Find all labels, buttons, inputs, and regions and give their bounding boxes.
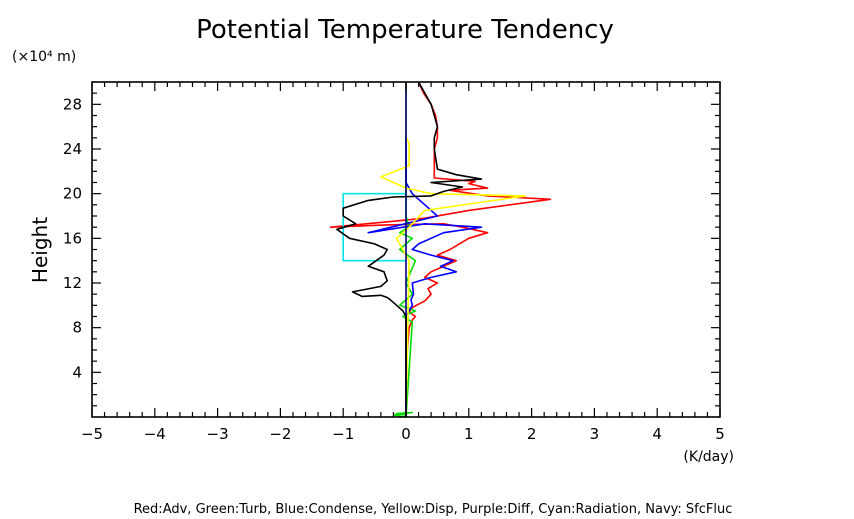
x-tick-label: −3 [207,425,229,443]
x-tick-label: 0 [401,425,411,443]
y-tick-label: 16 [63,229,82,247]
series-condense-line [367,82,483,417]
series-disp-line [380,82,527,418]
y-tick-label: 28 [63,95,82,113]
legend-text: Red:Adv, Green:Turb, Blue:Condense, Yell… [134,502,733,517]
x-tick-label: −5 [81,425,103,443]
x-tick-label: 1 [464,425,474,443]
chart-title: Potential Temperature Tendency [196,15,614,45]
x-tick-label: 3 [590,425,600,443]
series-layer [329,81,552,418]
y-unit-label: (×10⁴ m) [12,49,76,65]
plot-frame [91,81,721,418]
y-tick-label: 20 [63,185,82,203]
y-tick-label: 24 [63,140,82,158]
x-tick-label: 4 [652,425,662,443]
x-tick-label: −4 [144,425,166,443]
series-adv-line [329,81,552,417]
y-axis-label: Height [28,217,52,283]
y-tick-label: 8 [72,319,82,337]
x-tick-label: 2 [527,425,537,443]
series-total-line [336,81,483,417]
x-axis-label: (K/day) [683,449,734,465]
x-tick-label: −1 [332,425,354,443]
series-radiation-line [342,192,406,262]
y-tick-label: 4 [72,363,82,381]
x-tick-label: 5 [715,425,725,443]
y-tick-label: 12 [63,274,82,292]
x-tick-label: −2 [269,425,291,443]
